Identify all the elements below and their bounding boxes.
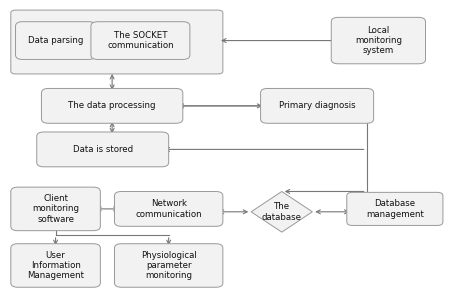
Text: Data parsing: Data parsing bbox=[28, 36, 83, 45]
FancyBboxPatch shape bbox=[41, 88, 183, 123]
Text: Local
monitoring
system: Local monitoring system bbox=[355, 26, 402, 55]
FancyBboxPatch shape bbox=[11, 244, 100, 287]
Text: Database
management: Database management bbox=[366, 199, 424, 219]
Text: Primary diagnosis: Primary diagnosis bbox=[279, 101, 356, 110]
Text: The
database: The database bbox=[262, 202, 302, 222]
FancyBboxPatch shape bbox=[91, 22, 190, 59]
Text: Physiological
parameter
monitoring: Physiological parameter monitoring bbox=[141, 251, 197, 280]
Text: Data is stored: Data is stored bbox=[73, 145, 133, 154]
Text: Network
communication: Network communication bbox=[136, 199, 202, 219]
Polygon shape bbox=[251, 192, 312, 232]
FancyBboxPatch shape bbox=[36, 132, 169, 167]
FancyBboxPatch shape bbox=[115, 192, 223, 226]
Text: User
Information
Management: User Information Management bbox=[27, 251, 84, 280]
FancyBboxPatch shape bbox=[115, 244, 223, 287]
Text: Client
monitoring
software: Client monitoring software bbox=[32, 194, 79, 224]
FancyBboxPatch shape bbox=[261, 88, 374, 123]
FancyBboxPatch shape bbox=[347, 193, 443, 225]
Text: The SOCKET
communication: The SOCKET communication bbox=[107, 31, 173, 50]
FancyBboxPatch shape bbox=[11, 187, 100, 231]
FancyBboxPatch shape bbox=[16, 22, 96, 59]
FancyBboxPatch shape bbox=[11, 10, 223, 74]
FancyBboxPatch shape bbox=[331, 17, 426, 64]
Text: The data processing: The data processing bbox=[68, 101, 156, 110]
